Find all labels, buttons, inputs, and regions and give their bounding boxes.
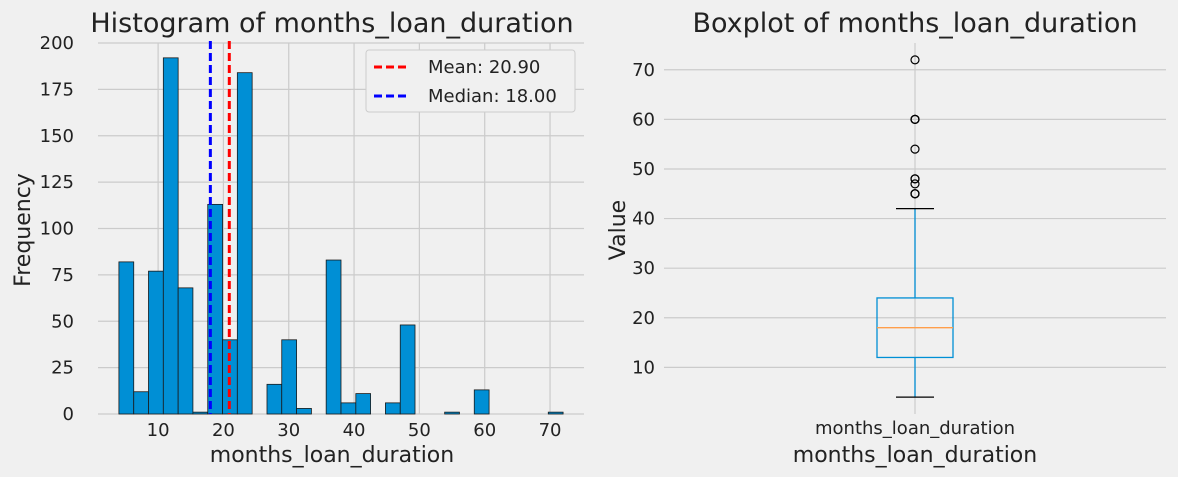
histogram-x-tick-label: 50: [408, 420, 431, 441]
boxplot-x-axis-label: months_loan_duration: [793, 443, 1037, 468]
boxplot-outliers: [910, 55, 920, 199]
legend-median-label: Median: 18.00: [428, 86, 557, 107]
histogram-bar: [355, 393, 371, 415]
boxplot-outlier-point: [910, 55, 920, 65]
boxplot-y-ticks: 10 20 30 40 50 60 70: [632, 60, 655, 379]
histogram-bars: [118, 57, 564, 415]
boxplot-y-tick-label: 70: [632, 60, 655, 81]
histogram-x-tick-label: 70: [539, 420, 562, 441]
histogram-reference-lines: [208, 41, 231, 414]
histogram-y-tick-label: 150: [40, 126, 74, 147]
boxplot-y-tick-label: 40: [632, 209, 655, 230]
histogram-bar: [281, 339, 297, 415]
boxplot-outlier-point: [910, 144, 920, 154]
legend-mean-label: Mean: 20.90: [428, 57, 540, 78]
histogram-bar: [148, 270, 164, 415]
boxplot-y-tick-label: 20: [632, 308, 655, 329]
boxplot-outlier-point: [910, 189, 920, 199]
histogram-legend: Mean: 20.90 Median: 18.00: [365, 49, 576, 113]
histogram-x-axis-label: months_loan_duration: [210, 443, 454, 468]
histogram-y-tick-label: 175: [40, 79, 74, 100]
histogram-bar: [385, 402, 401, 415]
boxplot-outlier-point: [910, 179, 920, 189]
histogram-title: Histogram of months_loan_duration: [90, 8, 573, 39]
histogram-x-tick-label: 10: [147, 420, 170, 441]
legend-frame: [365, 49, 576, 113]
boxplot-outlier-point: [910, 114, 920, 124]
histogram-x-tick-label: 40: [343, 420, 366, 441]
boxplot-panel: Boxplot of months_loan_duration 10 20 30 40…: [606, 8, 1166, 468]
histogram-x-tick-label: 30: [277, 420, 300, 441]
histogram-bar: [192, 411, 209, 415]
histogram-bar: [325, 259, 342, 415]
histogram-bar: [133, 391, 149, 415]
boxplot-y-tick-label: 60: [632, 109, 655, 130]
histogram-y-ticks: 0 25 50 75 100 125 150 175 200: [40, 33, 74, 425]
boxplot-y-tick-label: 30: [632, 258, 655, 279]
histogram-x-ticks: 10 20 30 40 50 60 70: [147, 420, 562, 441]
boxplot-y-tick-label: 10: [632, 357, 655, 378]
boxplot-title: Boxplot of months_loan_duration: [692, 8, 1137, 39]
histogram-bar: [340, 402, 357, 415]
histogram-y-tick-label: 0: [63, 404, 74, 425]
histogram-bar: [547, 411, 564, 415]
boxplot-body: [876, 208, 954, 398]
histogram-bar: [296, 408, 312, 415]
histogram-bar: [207, 203, 223, 415]
boxplot-category-tick: months_loan_duration: [815, 418, 1015, 439]
histogram-bar: [266, 383, 283, 415]
boxplot-outlier-point: [910, 174, 920, 184]
histogram-y-tick-label: 125: [40, 172, 74, 193]
histogram-y-tick-label: 50: [51, 311, 74, 332]
histogram-bar: [162, 57, 179, 415]
histogram-bar: [399, 324, 416, 415]
histogram-y-tick-label: 200: [40, 33, 74, 54]
histogram-panel: Histogram of months_loan_duration 10 20 30…: [11, 8, 584, 468]
histogram-bar: [118, 261, 135, 415]
histogram-bar: [444, 411, 460, 415]
histogram-y-axis-label: Frequency: [11, 173, 36, 287]
boxplot-y-axis-label: Value: [606, 200, 631, 260]
histogram-bar: [473, 389, 490, 415]
histogram-x-tick-label: 20: [212, 420, 235, 441]
histogram-y-tick-label: 75: [51, 265, 74, 286]
histogram-bar: [236, 72, 253, 415]
histogram-y-tick-label: 25: [51, 358, 74, 379]
histogram-x-tick-label: 60: [473, 420, 496, 441]
histogram-y-tick-label: 100: [40, 219, 74, 240]
histogram-bar: [177, 287, 194, 415]
boxplot-y-tick-label: 50: [632, 159, 655, 180]
